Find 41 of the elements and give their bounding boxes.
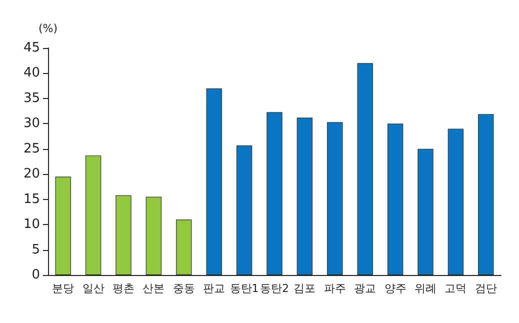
x-tick-label: 광교 (354, 282, 376, 295)
x-tick-label: 파주 (324, 282, 346, 295)
bar (296, 118, 313, 275)
x-tick-label: 산본 (142, 282, 165, 295)
x-tick-label: 위례 (414, 282, 436, 295)
bar (357, 63, 373, 275)
bar (418, 148, 434, 275)
y-tick-label: 10 (23, 217, 40, 232)
bar (146, 196, 162, 275)
bar (85, 155, 102, 275)
y-tick-label: 5 (32, 242, 40, 258)
y-tick-label: 25 (23, 141, 40, 156)
x-tick-label: 분당 (52, 282, 74, 295)
bar (236, 145, 252, 275)
x-tick-label: 일산 (82, 282, 104, 295)
x-tick-label: 김포 (294, 282, 316, 295)
y-tick-label: 15 (23, 192, 40, 207)
y-tick-label: 40 (23, 66, 40, 81)
x-tick-label: 양주 (384, 282, 406, 295)
x-tick-label: 중동 (172, 282, 195, 295)
y-tick-label: 20 (23, 166, 40, 182)
bar (266, 112, 282, 275)
x-tick-label: 고덕 (444, 282, 467, 295)
x-tick-label: 평촌 (112, 282, 134, 295)
x-tick-label: 판교 (203, 282, 226, 295)
x-tick-label: 검단 (474, 282, 497, 295)
x-tick-label: 동탄1 (230, 282, 259, 295)
y-tick-label: 0 (32, 268, 40, 282)
y-axis-title: (%) (38, 22, 58, 35)
bar (116, 195, 132, 275)
y-tick-label: 35 (23, 90, 40, 106)
bar (55, 176, 71, 275)
bar (387, 124, 404, 275)
y-tick-label: 30 (23, 116, 40, 132)
y-tick-label: 45 (23, 40, 40, 56)
x-tick-label: 동탄2 (260, 282, 289, 295)
bar (327, 122, 343, 275)
bar (448, 128, 464, 275)
bar (206, 88, 222, 275)
bar (176, 220, 192, 275)
bar (478, 114, 494, 275)
